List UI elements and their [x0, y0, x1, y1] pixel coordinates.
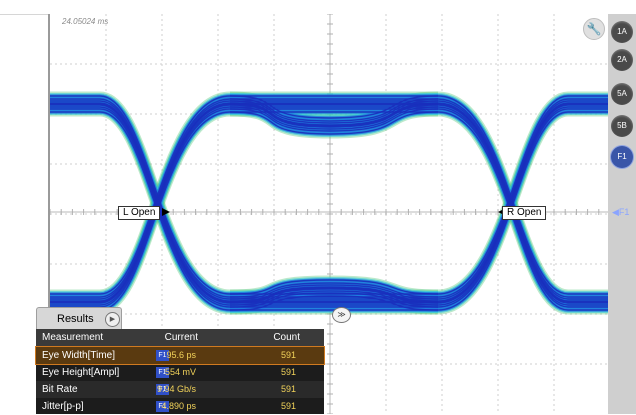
header-measurement: Measurement — [42, 332, 104, 343]
count-value: 591 — [280, 401, 296, 411]
current-value: 95.6 ps — [166, 350, 196, 360]
eye-trace — [50, 104, 610, 304]
current-value: 554 mV — [164, 367, 196, 377]
window-top-strip — [0, 0, 636, 15]
wrench-icon[interactable]: 🔧 — [583, 18, 605, 40]
count-value: 591 — [280, 367, 296, 377]
eye-trace — [229, 290, 439, 306]
channel-sidebar: 1A 2A 5A 5B F1 — [608, 14, 636, 414]
source-badge: F1 — [156, 367, 169, 378]
results-row-bit-rate[interactable]: Bit Rate F1 9.94 Gb/s 591 — [36, 381, 324, 398]
source-badge: F1 — [156, 350, 169, 361]
results-tab[interactable]: Results ▶ — [36, 307, 122, 330]
eye-trace — [50, 108, 610, 308]
results-row-eye-height[interactable]: Eye Height[Ampl] F1 554 mV 591 — [36, 364, 324, 381]
acquisition-timestamp: 24.05024 ms — [62, 17, 109, 26]
current-value: 4.890 ps — [161, 401, 196, 411]
eye-trace — [50, 95, 610, 295]
collapse-chevron-icon[interactable]: ≫ — [332, 307, 351, 323]
eye-trace — [50, 108, 610, 308]
results-table: Measurement Current Count Eye Width[Time… — [35, 329, 325, 415]
f1-reference-marker: ◀F1 — [612, 207, 630, 217]
results-row-eye-width[interactable]: Eye Width[Time] F1 95.6 ps 591 — [35, 346, 325, 365]
eye-trace — [229, 108, 439, 132]
left-crossing-arrow — [162, 208, 170, 216]
eye-trace — [229, 111, 439, 135]
channel-f1-button[interactable]: F1 — [611, 146, 633, 168]
results-tab-label: Results — [57, 313, 94, 325]
eye-trace — [229, 287, 439, 303]
eye-trace — [50, 100, 610, 300]
eye-trace — [50, 106, 610, 306]
eye-trace — [229, 282, 439, 298]
current-value: 9.94 Gb/s — [156, 384, 196, 394]
eye-trace — [229, 295, 439, 311]
results-header-row: Measurement Current Count — [36, 329, 324, 346]
header-count: Count — [273, 332, 300, 343]
left-eye-open-marker[interactable]: L Open — [118, 206, 161, 220]
source-badge: F1 — [156, 384, 169, 395]
eye-trace — [229, 104, 439, 128]
eye-trace — [50, 111, 610, 311]
eye-trace — [229, 284, 439, 300]
eye-trace — [50, 95, 610, 295]
header-current: Current — [164, 332, 198, 343]
source-badge: F1 — [156, 401, 169, 412]
eye-trace — [229, 286, 439, 302]
eye-trace — [229, 292, 439, 308]
channel-5b-button[interactable]: 5B — [611, 115, 633, 137]
eye-trace — [229, 100, 439, 124]
eye-trace — [50, 100, 610, 300]
right-eye-open-marker[interactable]: R Open — [502, 206, 547, 220]
measurement-name: Bit Rate — [42, 384, 78, 395]
eye-trace — [229, 279, 439, 295]
count-value: 591 — [280, 350, 296, 360]
channel-2a-button[interactable]: 2A — [611, 49, 633, 71]
eye-trace — [50, 106, 610, 306]
eye-traces — [50, 91, 610, 315]
eye-trace — [50, 98, 610, 298]
eye-trace — [229, 102, 439, 126]
measurement-name: Eye Width[Time] — [42, 350, 115, 361]
measurement-name: Jitter[p-p] — [42, 401, 84, 412]
eye-trace — [229, 288, 439, 304]
results-row-jitter[interactable]: Jitter[p-p] F1 4.890 ps 591 — [36, 398, 324, 415]
eye-trace — [50, 104, 610, 304]
measurement-name: Eye Height[Ampl] — [42, 367, 120, 378]
eye-diagram-canvas — [50, 14, 610, 414]
channel-1a-button[interactable]: 1A — [611, 21, 633, 43]
results-play-icon[interactable]: ▶ — [105, 312, 120, 327]
channel-5a-button[interactable]: 5A — [611, 83, 633, 105]
count-value: 591 — [280, 384, 296, 394]
eye-diagram-plot[interactable]: 24.05024 ms L Open R Open 🔧 — [48, 14, 610, 414]
eye-trace — [50, 98, 610, 298]
